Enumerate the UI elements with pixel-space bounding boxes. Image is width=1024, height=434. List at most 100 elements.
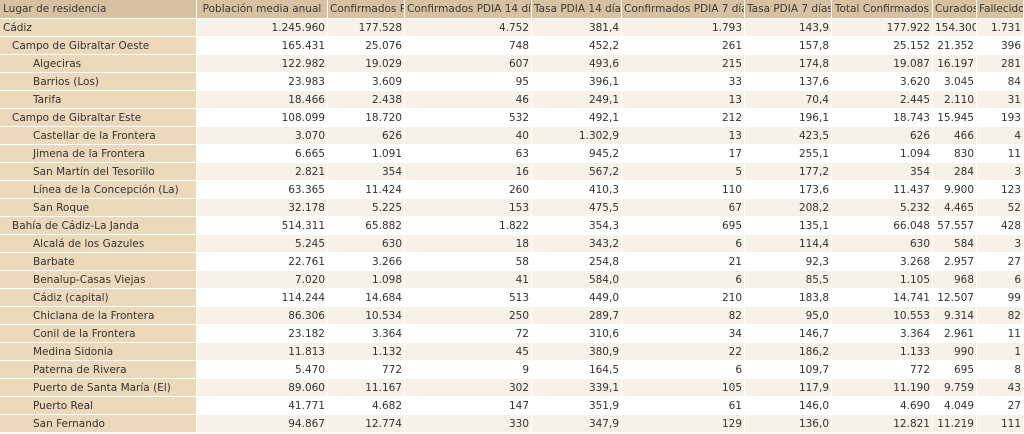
row-label: Campo de Gibraltar Oeste xyxy=(0,37,197,55)
table-cell: 18.466 xyxy=(197,91,328,109)
row-label: Línea de la Concepción (La) xyxy=(0,181,197,199)
table-cell: 33 xyxy=(622,73,745,91)
table-row: Conil de la Frontera 23.182 3.364 72 310,6 34… xyxy=(0,325,1024,343)
col-header-poblacion[interactable]: Población media anual xyxy=(197,0,328,19)
col-header-tasa-14d[interactable]: Tasa PDIA 14 días xyxy=(532,0,622,19)
table-cell: 1.132 xyxy=(328,343,405,361)
table-row: Cádiz (capital) 114.244 14.684 513 449,0 210 1… xyxy=(0,289,1024,307)
table-cell: 4 xyxy=(977,127,1024,145)
col-header-fallecidos[interactable]: Fallecidos xyxy=(977,0,1024,19)
table-cell: 177.528 xyxy=(328,19,405,37)
table-cell: 19.087 xyxy=(832,55,933,73)
table-cell: 11.437 xyxy=(832,181,933,199)
table-cell: 1.245.960 xyxy=(197,19,328,37)
table-cell: 63 xyxy=(405,145,532,163)
table-cell: 109,7 xyxy=(745,361,832,379)
col-header-lugar[interactable]: Lugar de residencia xyxy=(0,0,197,19)
row-label: Campo de Gibraltar Este xyxy=(0,109,197,127)
table-cell: 27 xyxy=(977,253,1024,271)
table-cell: 196,1 xyxy=(745,109,832,127)
col-header-confirmados-pdia[interactable]: Confirmados PDIA xyxy=(328,0,405,19)
table-cell: 114,4 xyxy=(745,235,832,253)
table-row: Benalup-Casas Viejas 7.020 1.098 41 584,0 6 85… xyxy=(0,271,1024,289)
col-header-curados[interactable]: Curados xyxy=(933,0,977,19)
col-header-confirmados-14d[interactable]: Confirmados PDIA 14 días xyxy=(405,0,532,19)
table-cell: 23.983 xyxy=(197,73,328,91)
table-cell: 70,4 xyxy=(745,91,832,109)
table-cell: 6 xyxy=(622,235,745,253)
table-cell: 260 xyxy=(405,181,532,199)
table-cell: 532 xyxy=(405,109,532,127)
table-cell: 990 xyxy=(933,343,977,361)
table-row: Línea de la Concepción (La) 63.365 11.424 2… xyxy=(0,181,1024,199)
table-cell: 19.029 xyxy=(328,55,405,73)
table-cell: 31 xyxy=(977,91,1024,109)
table-cell: 2.438 xyxy=(328,91,405,109)
table-cell: 3 xyxy=(977,235,1024,253)
table-cell: 3.609 xyxy=(328,73,405,91)
col-header-tasa-7d[interactable]: Tasa PDIA 7 días xyxy=(745,0,832,19)
table-cell: 380,9 xyxy=(532,343,622,361)
col-header-total-confirmados[interactable]: Total Confirmados xyxy=(832,0,933,19)
table-row: Tarifa 18.466 2.438 46 249,1 13 70,4 2.445 2.110… xyxy=(0,91,1024,109)
table-cell: 423,5 xyxy=(745,127,832,145)
table-cell: 153 xyxy=(405,199,532,217)
table-row: San Roque 32.178 5.225 153 475,5 67 208,2 5.232… xyxy=(0,199,1024,217)
table-cell: 9.314 xyxy=(933,307,977,325)
table-cell: 34 xyxy=(622,325,745,343)
table-row: Jimena de la Frontera 6.665 1.091 63 945,2 17… xyxy=(0,145,1024,163)
table-cell: 108.099 xyxy=(197,109,328,127)
table-cell: 2.445 xyxy=(832,91,933,109)
table-row: Medina Sidonia 11.813 1.132 45 380,9 22 186,2 1… xyxy=(0,343,1024,361)
table-cell: 154.300 xyxy=(933,19,977,37)
table-cell: 89.060 xyxy=(197,379,328,397)
table-cell: 3.268 xyxy=(832,253,933,271)
table-row: Campo de Gibraltar Este 108.099 18.720 532 4… xyxy=(0,109,1024,127)
table-cell: 2.821 xyxy=(197,163,328,181)
row-label: Alcalá de los Gazules xyxy=(0,235,197,253)
row-label: Conil de la Frontera xyxy=(0,325,197,343)
table-cell: 183,8 xyxy=(745,289,832,307)
table-cell: 1.091 xyxy=(328,145,405,163)
row-label: San Fernando xyxy=(0,415,197,433)
table-cell: 5.245 xyxy=(197,235,328,253)
table-cell: 110 xyxy=(622,181,745,199)
table-cell: 6 xyxy=(977,271,1024,289)
table-cell: 513 xyxy=(405,289,532,307)
table-cell: 17 xyxy=(622,145,745,163)
table-cell: 381,4 xyxy=(532,19,622,37)
table-cell: 567,2 xyxy=(532,163,622,181)
table-cell: 11.219 xyxy=(933,415,977,433)
table-cell: 3.364 xyxy=(832,325,933,343)
table-cell: 351,9 xyxy=(532,397,622,415)
table-cell: 354,3 xyxy=(532,217,622,235)
table-cell: 208,2 xyxy=(745,199,832,217)
row-label: Jimena de la Frontera xyxy=(0,145,197,163)
table-cell: 11 xyxy=(977,325,1024,343)
table-cell: 695 xyxy=(933,361,977,379)
table-cell: 339,1 xyxy=(532,379,622,397)
table-cell: 1.098 xyxy=(328,271,405,289)
table-cell: 143,9 xyxy=(745,19,832,37)
table-cell: 46 xyxy=(405,91,532,109)
table-cell: 25.152 xyxy=(832,37,933,55)
table-cell: 13 xyxy=(622,127,745,145)
table-cell: 94.867 xyxy=(197,415,328,433)
table-cell: 2.110 xyxy=(933,91,977,109)
row-label: Medina Sidonia xyxy=(0,343,197,361)
row-label: San Martín del Tesorillo xyxy=(0,163,197,181)
col-header-confirmados-7d[interactable]: Confirmados PDIA 7 días xyxy=(622,0,745,19)
table-cell: 493,6 xyxy=(532,55,622,73)
table-cell: 82 xyxy=(622,307,745,325)
table-row: Chiclana de la Frontera 86.306 10.534 250 28… xyxy=(0,307,1024,325)
table-cell: 215 xyxy=(622,55,745,73)
table-cell: 40 xyxy=(405,127,532,145)
table-cell: 147 xyxy=(405,397,532,415)
row-label: San Roque xyxy=(0,199,197,217)
table-cell: 396,1 xyxy=(532,73,622,91)
table-cell: 449,0 xyxy=(532,289,622,307)
table-cell: 72 xyxy=(405,325,532,343)
table-cell: 174,8 xyxy=(745,55,832,73)
table-cell: 86.306 xyxy=(197,307,328,325)
table-cell: 164,5 xyxy=(532,361,622,379)
